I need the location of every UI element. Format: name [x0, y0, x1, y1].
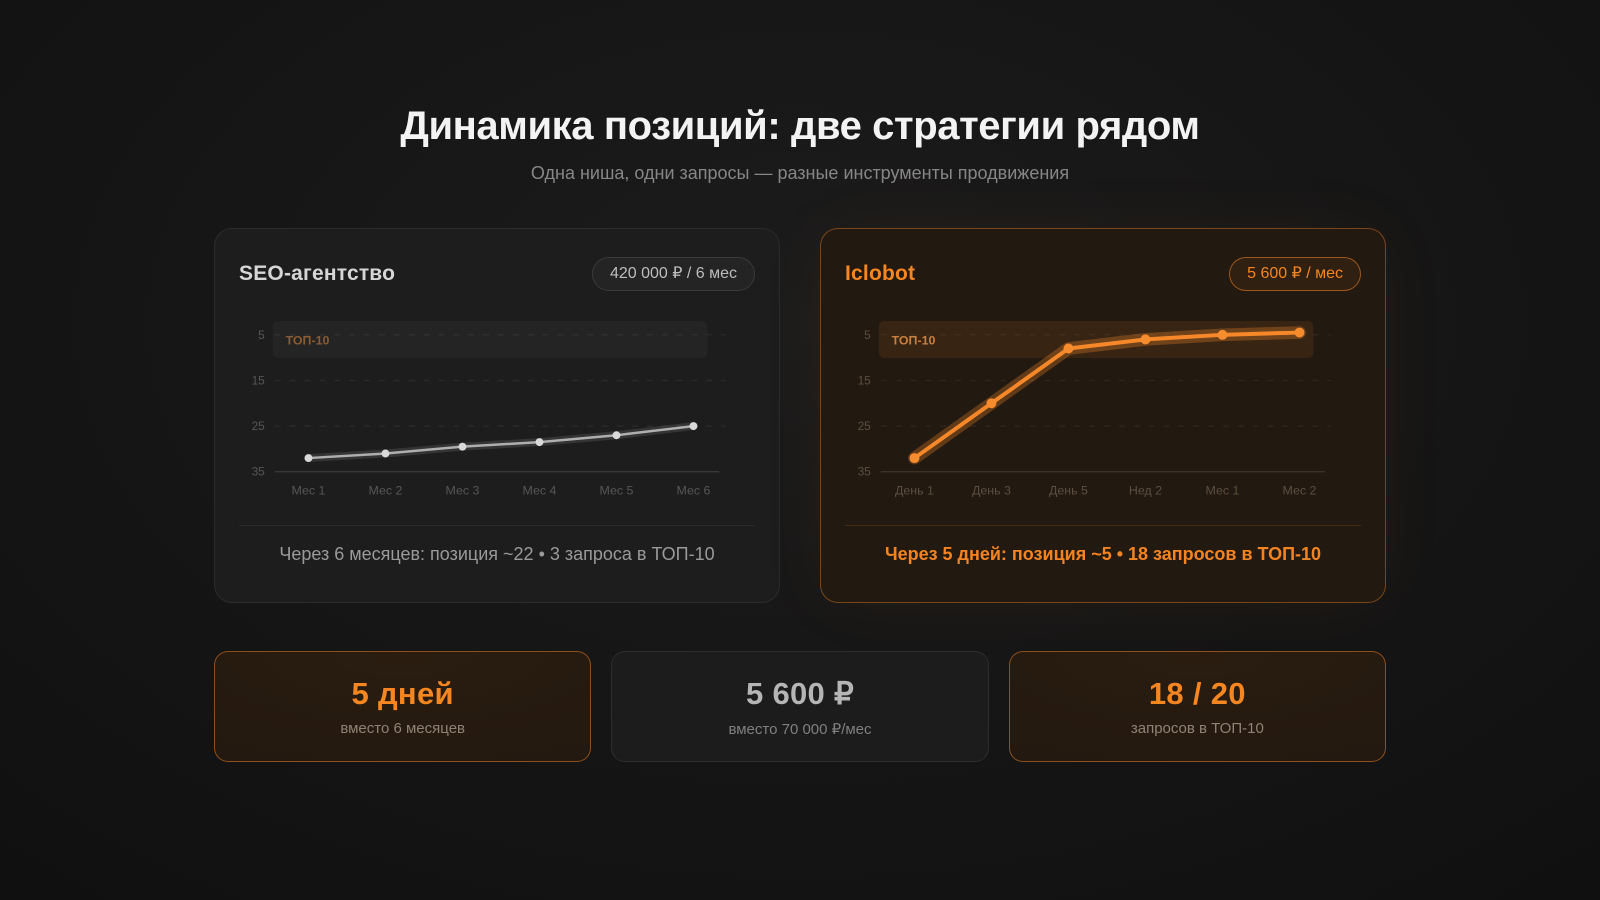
- stat-label-queries: запросов в ТОП-10: [1130, 720, 1264, 737]
- iclobot-card-header: Iclobot 5 600 ₽ / мес: [845, 257, 1361, 291]
- stat-card-price: 5 600 ₽ вместо 70 000 ₽/мес: [611, 651, 989, 762]
- seo-agency-position-chart: ТОП-10 5 15 25 35 Мес 1 Мес 2 Мес 3 Мес 4 Мес 5 Ме…: [252, 328, 726, 498]
- iclobot-price-badge: 5 600 ₽ / мес: [1229, 257, 1361, 291]
- stat-value-days: 5 дней: [351, 676, 454, 711]
- svg-text:5: 5: [258, 328, 265, 342]
- stat-label-days: вместо 6 месяцев: [340, 720, 465, 737]
- seo-agency-card-header: SEO-агентство 420 000 ₽ / 6 мес: [239, 257, 755, 291]
- seo-agency-card-title: SEO-агентство: [239, 262, 396, 285]
- stats-row: 5 дней вместо 6 месяцев 5 600 ₽ вместо 7…: [214, 651, 1386, 762]
- svg-text:5: 5: [864, 328, 871, 342]
- page-title: Динамика позиций: две стратегии рядом: [400, 104, 1200, 148]
- svg-text:День 1: День 1: [895, 484, 934, 498]
- svg-text:Мес 2: Мес 2: [1283, 484, 1317, 498]
- iclobot-card: Iclobot 5 600 ₽ / мес ТОП-10 5 15 25 35 День …: [820, 228, 1386, 603]
- svg-text:День 3: День 3: [972, 484, 1011, 498]
- iclobot-caption-wrap: Через 5 дней: позиция ~5 • 18 запросов в…: [845, 525, 1361, 565]
- stat-value-price: 5 600 ₽: [745, 675, 854, 711]
- svg-text:Мес 4: Мес 4: [523, 484, 557, 498]
- page-subtitle: Одна ниша, одни запросы — разные инструм…: [530, 163, 1070, 183]
- stat-card-days: 5 дней вместо 6 месяцев: [214, 651, 592, 762]
- svg-text:ТОП-10: ТОП-10: [892, 333, 936, 347]
- svg-text:Нед 2: Нед 2: [1129, 484, 1162, 498]
- seo-agency-card: SEO-агентство 420 000 ₽ / 6 мес ТОП-10 5 1…: [214, 228, 780, 603]
- iclobot-card-title: Iclobot: [845, 262, 916, 285]
- svg-text:Мес 5: Мес 5: [600, 484, 634, 498]
- strategy-cards-row: SEO-агентство 420 000 ₽ / 6 мес ТОП-10 5 1…: [214, 228, 1386, 603]
- seo-agency-price-badge: 420 000 ₽ / 6 мес: [591, 257, 755, 291]
- svg-text:Мес 1: Мес 1: [292, 484, 326, 498]
- stat-card-queries: 18 / 20 запросов в ТОП-10: [1008, 651, 1386, 762]
- svg-text:Мес 3: Мес 3: [446, 484, 480, 498]
- stat-label-price: вместо 70 000 ₽/мес: [728, 720, 872, 738]
- svg-text:25: 25: [252, 419, 266, 433]
- comparison-section: Динамика позиций: две стратегии рядом Од…: [214, 0, 1386, 762]
- seo-agency-result-caption: Через 6 месяцев: позиция ~22 • 3 запроса…: [279, 544, 715, 565]
- iclobot-position-chart: ТОП-10 5 15 25 35 День 1 День 3 День 5 Нед 2 Мес …: [858, 320, 1332, 498]
- svg-text:ТОП-10: ТОП-10: [286, 333, 330, 347]
- svg-text:15: 15: [858, 373, 872, 387]
- svg-text:35: 35: [858, 465, 872, 479]
- svg-text:25: 25: [858, 419, 872, 433]
- stat-value-queries: 18 / 20: [1148, 676, 1246, 711]
- svg-text:Мес 6: Мес 6: [677, 484, 711, 498]
- svg-text:Мес 1: Мес 1: [1206, 484, 1240, 498]
- svg-text:35: 35: [252, 465, 266, 479]
- svg-text:Мес 2: Мес 2: [369, 484, 403, 498]
- svg-text:15: 15: [252, 373, 266, 387]
- iclobot-result-caption: Через 5 дней: позиция ~5 • 18 запросов в…: [884, 544, 1322, 565]
- seo-agency-caption-wrap: Через 6 месяцев: позиция ~22 • 3 запроса…: [239, 525, 755, 565]
- svg-text:День 5: День 5: [1049, 484, 1088, 498]
